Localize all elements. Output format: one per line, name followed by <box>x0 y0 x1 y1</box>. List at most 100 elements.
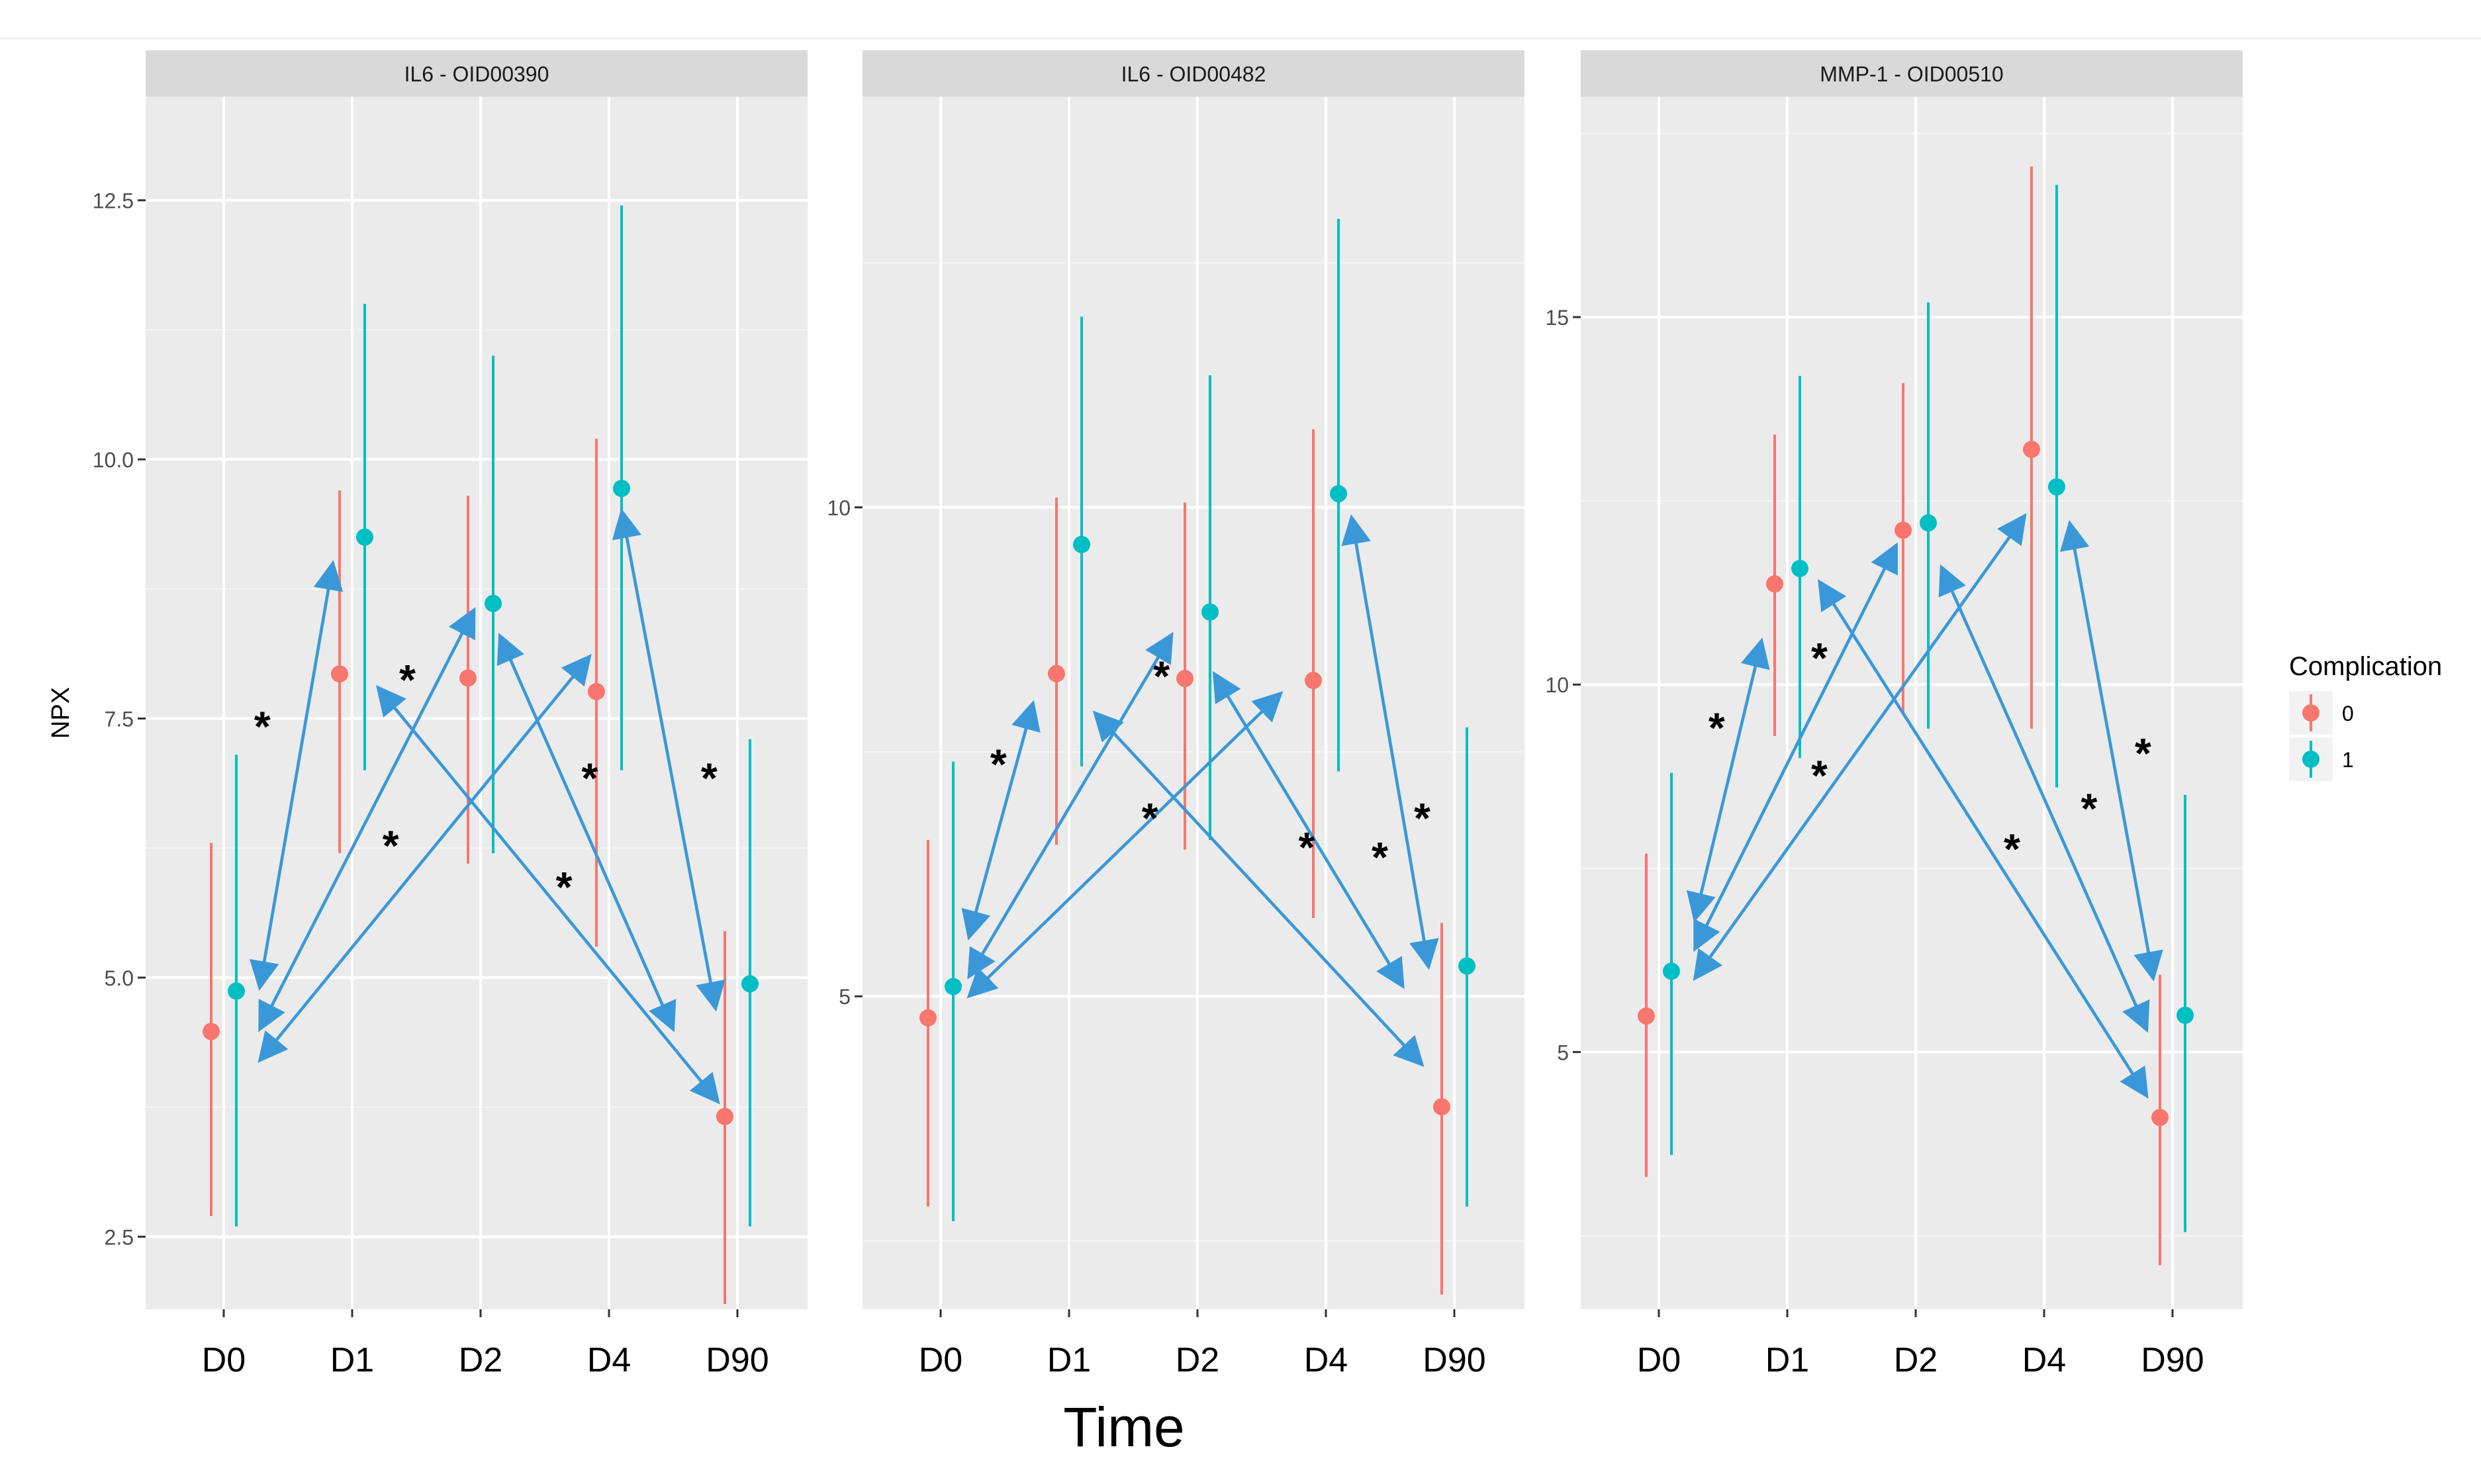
point-series-0-D2 <box>1176 670 1194 688</box>
point-series-1-D90 <box>741 975 759 993</box>
point-series-0-D4 <box>1305 672 1322 690</box>
significance-star-3: * <box>383 821 399 869</box>
y-tick-label: 5.0 <box>105 966 134 990</box>
point-series-1-D4 <box>1330 485 1347 502</box>
annotation-arrow-10 <box>1212 671 1405 988</box>
point-series-0-D4 <box>2023 440 2040 458</box>
annotation-arrow-6 <box>1693 514 2026 982</box>
significance-star-6: * <box>2135 729 2151 777</box>
point-series-0-D90 <box>716 1107 733 1125</box>
legend-label: 1 <box>2342 748 2354 772</box>
panel-strip <box>1581 50 2243 97</box>
y-tick-label: 5 <box>839 985 851 1009</box>
point-series-1-D0 <box>228 982 245 1000</box>
annotation-arrow-2 <box>250 563 335 992</box>
significance-star-5: * <box>2081 784 2097 832</box>
panel-strip <box>146 50 808 97</box>
significance-star-4: * <box>1298 823 1315 871</box>
panel-3: MMP-1 - OID00510 5 10 15 D0 D1 D2 D4 D90 * * * * * * <box>1545 50 2243 1379</box>
x-tick-label: D2 <box>1176 1341 1219 1379</box>
significance-star-1: * <box>1709 704 1725 751</box>
y-axis-title: NPX <box>47 687 75 739</box>
y-tick-label: 10.0 <box>93 448 134 472</box>
x-axis-title: Time <box>1063 1396 1185 1458</box>
point-series-1-D2 <box>1920 514 1937 532</box>
point-series-1-D0 <box>945 978 962 996</box>
annotation-arrow-4 <box>967 633 1174 980</box>
legend-key-point <box>2302 704 2319 721</box>
x-tick-label: D90 <box>706 1341 769 1379</box>
x-tick-label: D0 <box>1637 1341 1681 1379</box>
point-series-1-D1 <box>1073 535 1090 553</box>
panel-2: IL6 - OID00482 5 10 D0 D1 D2 D4 D90 * * * * * * <box>827 50 1524 1379</box>
legend: Complication 01 <box>2289 652 2442 781</box>
annotation-arrow-4 <box>1693 544 1898 952</box>
point-series-0-D90 <box>2151 1109 2169 1127</box>
point-series-1-D4 <box>2048 478 2065 496</box>
x-tick-label: D1 <box>330 1341 374 1379</box>
significance-star-3: * <box>1142 794 1158 842</box>
significance-star-6: * <box>1414 794 1430 842</box>
y-tick-label: 7.5 <box>105 707 134 731</box>
x-tick-label: D4 <box>1304 1341 1348 1379</box>
y-tick-label: 5 <box>1557 1041 1569 1064</box>
point-series-1-D2 <box>1201 603 1219 621</box>
annotation-arrow-4 <box>258 609 476 1033</box>
legend-entry-0: 0 <box>2289 691 2354 735</box>
point-series-1-D1 <box>356 528 373 546</box>
point-series-0-D4 <box>588 682 605 700</box>
annotation-arrow-2 <box>961 702 1035 941</box>
panel-1: IL6 - OID00390 2.5 5.0 7.5 10.0 12.5 D0 D1 D2 D4 D… <box>93 50 808 1379</box>
point-series-0-D1 <box>1048 665 1065 682</box>
point-series-0-D2 <box>459 669 477 687</box>
point-series-0-D1 <box>1766 575 1783 593</box>
x-tick-label: D4 <box>587 1341 631 1379</box>
x-tick-label: D90 <box>1423 1341 1485 1379</box>
annotation-arrow-8 <box>1818 579 2149 1097</box>
point-series-1-D4 <box>613 479 630 497</box>
x-tick-label: D2 <box>459 1341 502 1379</box>
annotation-arrow-12 <box>612 508 718 1009</box>
significance-star-1: * <box>254 702 271 750</box>
legend-key-point <box>2302 751 2319 768</box>
panel-strip-label: IL6 - OID00482 <box>1121 62 1266 86</box>
facet-panels: IL6 - OID00390 2.5 5.0 7.5 10.0 12.5 D0 D1 D2 D4 D… <box>93 50 2243 1379</box>
annotation-arrow-2 <box>1686 640 1763 923</box>
significance-star-2: * <box>399 656 416 704</box>
panel-strip-label: MMP-1 - OID00510 <box>1820 62 2003 86</box>
legend-entries: 01 <box>2289 691 2354 781</box>
y-tick-label: 2.5 <box>105 1225 134 1249</box>
point-series-0-D0 <box>203 1023 220 1041</box>
legend-entry-1: 1 <box>2289 737 2354 781</box>
panel-strip-label: IL6 - OID00390 <box>404 62 549 86</box>
point-series-0-D0 <box>1638 1007 1655 1025</box>
x-tick-label: D1 <box>1047 1341 1091 1379</box>
x-tick-label: D0 <box>919 1341 962 1379</box>
significance-star-5: * <box>581 755 598 802</box>
point-series-0-D90 <box>1433 1098 1450 1116</box>
y-tick-label: 12.5 <box>93 189 134 213</box>
annotation-arrow-8 <box>375 685 720 1103</box>
point-series-0-D0 <box>919 1009 937 1027</box>
annotation-arrow-10 <box>496 633 675 1031</box>
point-series-1-D90 <box>1458 957 1475 975</box>
significance-star-2: * <box>1153 653 1170 700</box>
point-series-1-D1 <box>1791 559 1808 577</box>
legend-label: 0 <box>2342 702 2354 725</box>
legend-title: Complication <box>2289 652 2442 681</box>
annotation-arrow-8 <box>1092 710 1424 1066</box>
annotation-arrow-12 <box>1341 514 1430 968</box>
panel-background <box>863 97 1524 1309</box>
point-series-1-D2 <box>485 594 502 612</box>
annotation-arrow-6 <box>257 655 591 1063</box>
annotation-arrow-6 <box>966 692 1282 999</box>
annotation-arrow-10 <box>1938 564 2149 1031</box>
point-series-1-D90 <box>2177 1006 2194 1024</box>
y-tick-label: 10 <box>1545 673 1569 697</box>
x-tick-label: D1 <box>1765 1341 1809 1379</box>
y-tick-label: 15 <box>1545 306 1569 330</box>
x-tick-label: D0 <box>202 1341 246 1379</box>
x-tick-label: D90 <box>2141 1341 2204 1379</box>
